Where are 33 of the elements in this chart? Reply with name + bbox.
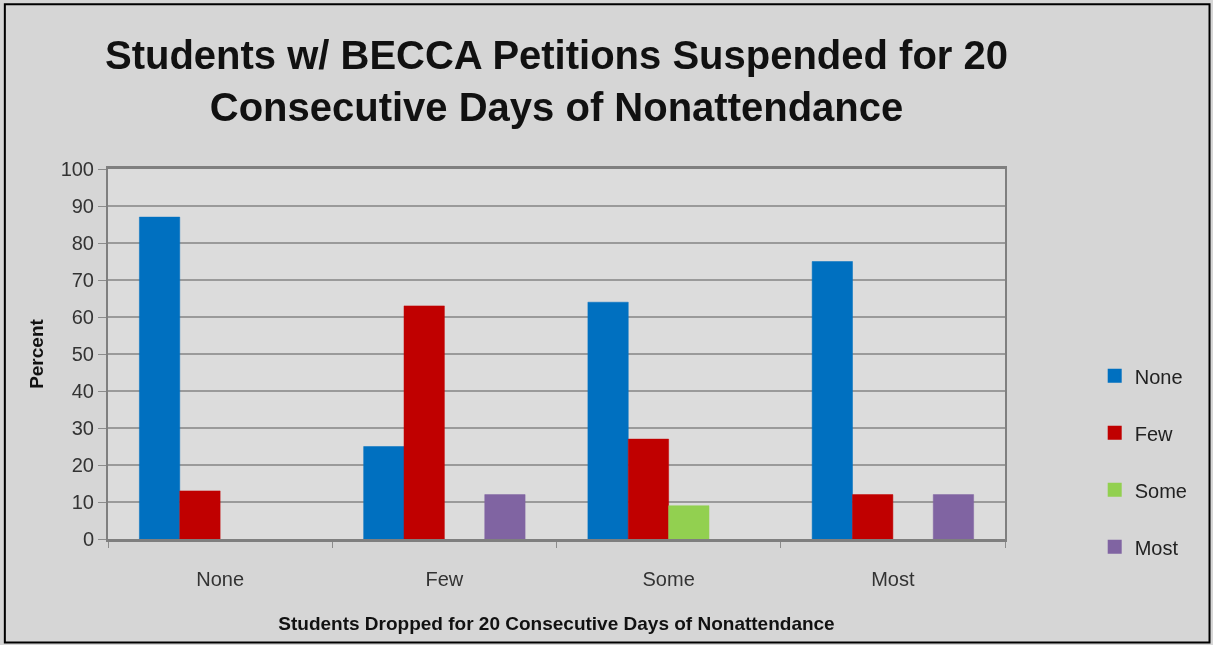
y-tick-label: 0 [82,528,94,550]
bar [811,261,853,539]
y-tick-label: 70 [71,269,94,291]
y-tick-label: 60 [71,306,94,328]
y-tick-label: 50 [71,343,94,365]
bar [179,490,221,539]
x-tick-label: Some [642,568,695,590]
legend-label: Few [1134,422,1174,445]
x-axis-title: Students Dropped for 20 Consecutive Days of Nonattendance [278,612,835,634]
y-tick-label: 100 [60,158,94,180]
bar [668,505,710,539]
y-axis-title: Percent [25,318,47,389]
bar [403,305,445,539]
bar [363,446,405,539]
chart-title: Students w/ BECCA Petitions Suspended for 20 Consecutive Days of Nonattendance [104,33,1009,130]
legend-label: None [1134,365,1183,388]
x-tick-label: Few [425,568,464,590]
y-tick-label: 40 [71,380,94,402]
legend-label: Some [1134,479,1187,502]
legend-label: Most [1134,536,1179,559]
bar [628,438,669,539]
y-tick-label: 10 [71,491,94,513]
x-tick-label: Most [871,568,915,590]
y-tick-label: 30 [71,417,94,439]
bar [852,494,894,539]
y-tick-label: 90 [71,195,94,217]
bar [139,216,181,539]
y-tick-label: 20 [71,454,94,476]
x-tick-label: None [196,568,245,590]
bar [932,494,974,539]
bar [484,494,526,539]
bar [587,301,629,539]
y-tick-label: 80 [71,232,94,254]
